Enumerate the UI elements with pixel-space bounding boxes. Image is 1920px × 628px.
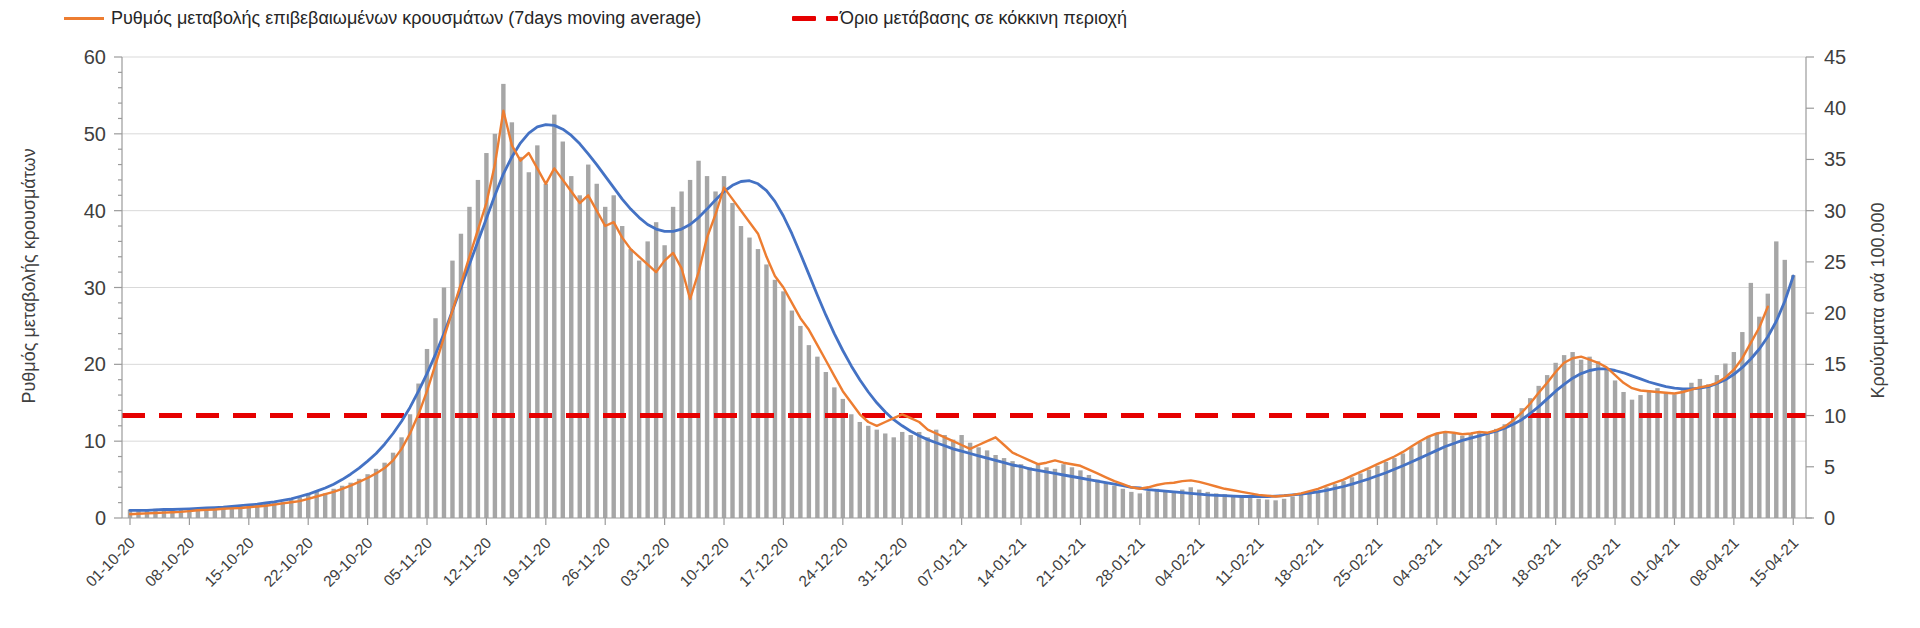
svg-text:35: 35 xyxy=(1824,148,1846,170)
svg-text:0: 0 xyxy=(1824,507,1835,529)
svg-text:22-10-20: 22-10-20 xyxy=(260,534,316,590)
svg-text:01-04-21: 01-04-21 xyxy=(1627,534,1683,590)
svg-text:17-12-20: 17-12-20 xyxy=(736,534,792,590)
svg-text:40: 40 xyxy=(84,200,106,222)
svg-text:20: 20 xyxy=(84,353,106,375)
svg-text:08-10-20: 08-10-20 xyxy=(142,534,198,590)
svg-text:15-10-20: 15-10-20 xyxy=(201,534,257,590)
svg-text:08-04-21: 08-04-21 xyxy=(1686,534,1742,590)
svg-text:25-02-21: 25-02-21 xyxy=(1330,534,1386,590)
left-axis-ticks xyxy=(114,57,122,518)
svg-text:25: 25 xyxy=(1824,251,1846,273)
svg-text:04-02-21: 04-02-21 xyxy=(1151,534,1207,590)
svg-text:10: 10 xyxy=(1824,405,1846,427)
x-axis-ticks xyxy=(130,518,1793,525)
svg-text:05-11-20: 05-11-20 xyxy=(380,534,435,589)
svg-text:20: 20 xyxy=(1824,302,1846,324)
svg-text:14-01-21: 14-01-21 xyxy=(973,534,1029,590)
svg-text:19-11-20: 19-11-20 xyxy=(499,534,554,589)
left-axis-tick-labels: 0 10 20 30 40 50 60 xyxy=(84,46,106,529)
svg-text:45: 45 xyxy=(1824,46,1846,68)
svg-text:15: 15 xyxy=(1824,353,1846,375)
svg-text:40: 40 xyxy=(1824,97,1846,119)
svg-text:5: 5 xyxy=(1824,456,1835,478)
svg-text:03-12-20: 03-12-20 xyxy=(617,534,673,590)
svg-text:01-10-20: 01-10-20 xyxy=(82,534,138,590)
svg-text:18-03-21: 18-03-21 xyxy=(1508,534,1564,590)
svg-text:18-02-21: 18-02-21 xyxy=(1270,534,1326,590)
svg-text:31-12-20: 31-12-20 xyxy=(854,534,910,590)
svg-text:15-04-21: 15-04-21 xyxy=(1745,534,1801,590)
svg-text:11-02-21: 11-02-21 xyxy=(1212,534,1267,589)
svg-text:25-03-21: 25-03-21 xyxy=(1567,534,1623,590)
svg-text:30: 30 xyxy=(84,277,106,299)
svg-text:26-11-20: 26-11-20 xyxy=(558,534,613,589)
svg-text:29-10-20: 29-10-20 xyxy=(320,534,376,590)
x-axis-tick-labels: 01-10-2008-10-2015-10-2022-10-2029-10-20… xyxy=(82,534,1801,590)
svg-text:28-01-21: 28-01-21 xyxy=(1092,534,1148,590)
svg-text:0: 0 xyxy=(95,507,106,529)
gridlines xyxy=(122,57,1806,441)
chart-canvas: Ρυθμός μεταβολής επιβεβαιωμένων κρουσμάτ… xyxy=(0,0,1920,628)
svg-text:11-03-21: 11-03-21 xyxy=(1449,534,1504,589)
svg-text:12-11-20: 12-11-20 xyxy=(439,534,494,589)
svg-text:10-12-20: 10-12-20 xyxy=(676,534,732,590)
right-axis-tick-labels: 0 5 10 15 20 25 30 35 40 45 xyxy=(1824,46,1846,529)
svg-text:07-01-21: 07-01-21 xyxy=(914,534,970,590)
svg-text:10: 10 xyxy=(84,430,106,452)
svg-text:50: 50 xyxy=(84,123,106,145)
svg-text:21-01-21: 21-01-21 xyxy=(1033,534,1089,590)
svg-text:30: 30 xyxy=(1824,200,1846,222)
trend-line xyxy=(130,125,1793,511)
svg-text:24-12-20: 24-12-20 xyxy=(795,534,851,590)
plot-area: 010203040506005101520253035404501-10-200… xyxy=(0,0,1920,628)
svg-text:60: 60 xyxy=(84,46,106,68)
right-axis-ticks xyxy=(1806,57,1814,518)
svg-text:04-03-21: 04-03-21 xyxy=(1389,534,1445,590)
